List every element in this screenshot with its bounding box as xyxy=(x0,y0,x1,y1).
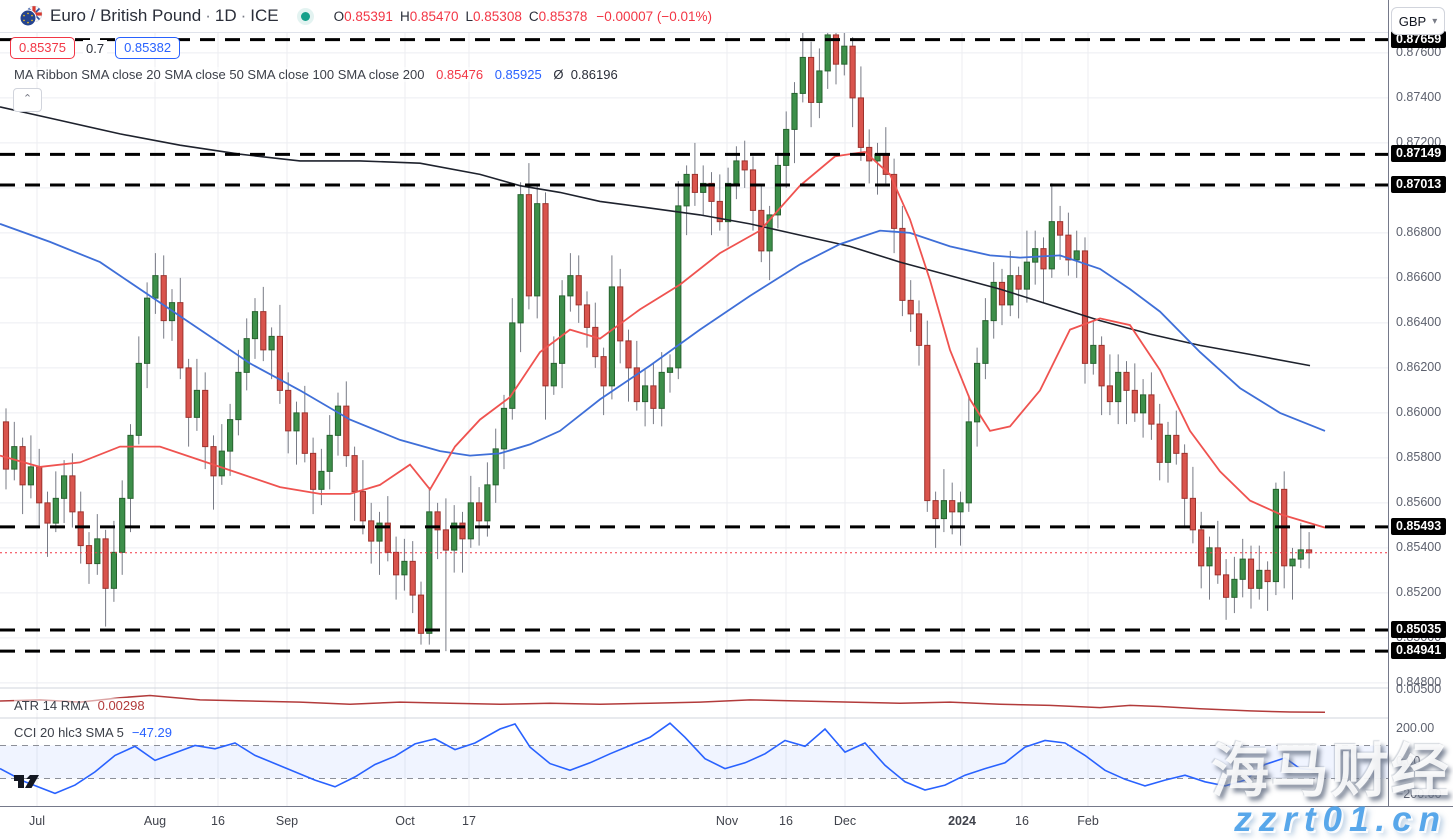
watermark-chinese: 海马财经 xyxy=(1210,739,1451,804)
cci-indicator-legend[interactable]: CCI 20 hlc3 SMA 5 −47.29 xyxy=(14,725,172,740)
price-tick-label: 0.86200 xyxy=(1396,359,1442,374)
cci-tick-label: 0.00 xyxy=(1396,754,1421,768)
ohlc-readout: O0.85391 H0.85470 L0.85308 C0.85378 −0.00007… xyxy=(333,8,712,24)
watermark-url: zzrt01.cn xyxy=(1234,800,1447,839)
time-tick-label: 16 xyxy=(1015,814,1029,828)
currency-selector-button[interactable]: GBP ▾ xyxy=(1391,7,1445,35)
sma20-value: 0.85476 xyxy=(436,67,484,82)
timeframe-label: 1D xyxy=(214,6,237,25)
sma-50-line[interactable] xyxy=(0,223,1326,457)
price-tick-label: 0.85400 xyxy=(1396,539,1442,554)
ma-ribbon-title: MA Ribbon xyxy=(14,67,78,82)
price-label-blue[interactable]: 0.85382 xyxy=(115,37,181,59)
ma-ribbon-legend[interactable]: MA Ribbon SMA close 20 SMA close 50 SMA … xyxy=(14,67,618,82)
cci-band xyxy=(0,745,1388,779)
price-tick-label: 0.87600 xyxy=(1396,44,1442,59)
sma200-value: 0.86196 xyxy=(570,67,618,82)
cci-tick-label: 200.00 xyxy=(1396,721,1435,735)
chart-canvas[interactable] xyxy=(0,20,1388,806)
price-tick-label: 0.86600 xyxy=(1396,269,1442,284)
ratio-value: 0.7 xyxy=(83,39,108,57)
atr-indicator-legend[interactable]: ATR 14 RMA 0.00298 xyxy=(14,698,145,713)
price-tick-label: 0.86400 xyxy=(1396,314,1442,329)
atr-line[interactable] xyxy=(0,694,1326,713)
support-resistance-levels[interactable] xyxy=(0,38,1388,653)
sma-20-line[interactable] xyxy=(0,150,1326,529)
level-price-label[interactable]: 0.84941 xyxy=(1391,642,1447,660)
time-tick-label: Aug xyxy=(143,814,167,828)
time-tick-label: Nov xyxy=(715,814,739,828)
time-tick-label: 16 xyxy=(211,814,225,828)
time-tick-label: 16 xyxy=(779,814,793,828)
atr-value: 0.00298 xyxy=(97,698,145,713)
time-tick-label: Jul xyxy=(29,814,45,828)
level-price-label[interactable]: 0.87149 xyxy=(1391,145,1447,163)
price-tick-label: 0.85600 xyxy=(1396,494,1442,509)
level-price-label[interactable]: 0.85493 xyxy=(1391,517,1447,535)
price-label-red[interactable]: 0.85375 xyxy=(10,37,75,59)
price-labels-row: 0.85375 0.7 0.85382 xyxy=(10,37,181,59)
time-tick-label: Sep xyxy=(275,814,299,828)
candlestick-series xyxy=(2,20,1313,652)
price-axis[interactable]: 0.876000.874000.872000.870000.868000.866… xyxy=(1388,0,1453,806)
collapse-legend-button[interactable]: ⌃ xyxy=(13,88,42,112)
time-tick-label: 2024 xyxy=(948,814,976,828)
price-tick-label: 0.86000 xyxy=(1396,404,1442,419)
cci-tick-label: −200.00 xyxy=(1396,787,1442,801)
time-tick-label: 17 xyxy=(462,814,476,828)
sma50-value: 0.85925 xyxy=(494,67,542,82)
price-tick-label: 0.84800 xyxy=(1396,674,1442,689)
time-tick-label: Feb xyxy=(1077,814,1099,828)
atr-tick-label: 0.00500 xyxy=(1396,682,1442,696)
price-tick-label: 0.85200 xyxy=(1396,584,1442,599)
level-price-label[interactable]: 0.87013 xyxy=(1391,175,1447,193)
time-tick-label: Oct xyxy=(395,814,415,828)
symbol-toolbar: Euro / British Pound · 1D · ICE O0.85391 H0.8… xyxy=(0,0,1388,33)
eurgbp-pair-icon xyxy=(18,5,44,27)
price-tick-label: 0.86800 xyxy=(1396,224,1442,239)
ma-ribbon-params: SMA close 20 SMA close 50 SMA close 100 … xyxy=(81,67,425,82)
cci-value: −47.29 xyxy=(131,725,172,740)
price-tick-label: 0.87400 xyxy=(1396,89,1442,104)
cci-line[interactable] xyxy=(0,722,1316,795)
time-axis[interactable]: Jul Aug 16 Sep Oct 17 Nov 16 Dec 2024 16 Feb xyxy=(0,806,1453,837)
exchange-label: ICE xyxy=(250,6,279,25)
market-open-dot-icon xyxy=(300,11,310,21)
tradingview-logo[interactable] xyxy=(13,774,45,799)
price-change: −0.00007 (−0.01%) xyxy=(596,8,712,24)
symbol-title[interactable]: Euro / British Pound · 1D · ICE xyxy=(50,6,279,25)
chevron-down-icon: ▾ xyxy=(1432,15,1438,27)
level-price-label[interactable]: 0.85035 xyxy=(1391,620,1447,638)
time-tick-label: Dec xyxy=(833,814,857,828)
price-tick-label: 0.85800 xyxy=(1396,449,1442,464)
